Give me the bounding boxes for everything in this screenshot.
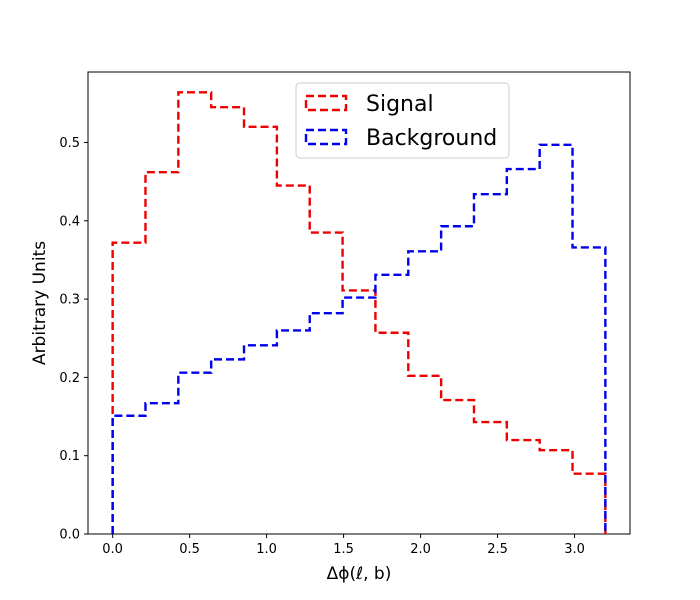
- y-tick-label: 0.5: [59, 136, 80, 151]
- series-signal-line: [111, 91, 607, 534]
- x-tick-label: 0.5: [179, 542, 200, 557]
- series-layer: [111, 91, 607, 534]
- plot-area: [87, 71, 631, 535]
- y-tick-label: 0.0: [59, 528, 80, 543]
- x-tick-label: 3.0: [564, 542, 585, 557]
- y-tick-label: 0.4: [59, 214, 80, 229]
- x-axis-label: Δϕ(ℓ, b): [327, 564, 392, 584]
- x-tick-label: 2.5: [487, 542, 508, 557]
- legend-label-signal: Signal: [366, 92, 434, 117]
- x-tick-label: 0.0: [102, 542, 123, 557]
- y-tick-label: 0.2: [59, 371, 80, 386]
- y-tick-label: 0.3: [59, 293, 80, 308]
- y-tick-label: 0.1: [59, 449, 80, 464]
- axes-frame: [87, 71, 631, 535]
- series-background-line: [111, 143, 607, 534]
- x-tick-label: 1.0: [256, 542, 277, 557]
- x-axis-ticks: 0.0 0.5 1.0 1.5 2.0 2.5 3.0: [102, 534, 585, 557]
- y-axis-label: Arbitrary Units: [30, 241, 50, 365]
- legend: Signal Background: [295, 82, 510, 159]
- y-axis-ticks: 0.0 0.1 0.2 0.3 0.4 0.5: [59, 136, 88, 543]
- legend-swatch-background: [304, 128, 348, 146]
- legend-label-background: Background: [366, 126, 497, 151]
- x-tick-label: 1.5: [333, 542, 354, 557]
- legend-box: [295, 82, 510, 159]
- x-tick-label: 2.0: [410, 542, 431, 557]
- legend-swatch-signal: [304, 94, 348, 112]
